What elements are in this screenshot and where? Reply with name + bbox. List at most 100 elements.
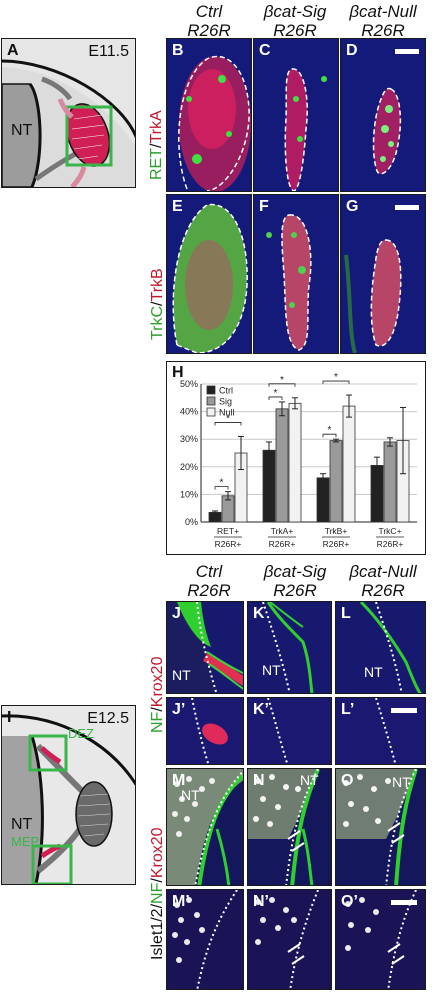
y-tick-label: 50%	[180, 379, 198, 389]
stage-label-i: E12.5	[87, 710, 129, 727]
header-line: R26R	[273, 21, 317, 40]
significance-bracket	[214, 422, 242, 426]
micrograph-f-drawing	[266, 214, 312, 351]
micrograph-o-drawing	[336, 769, 418, 885]
header-line: R26R	[187, 581, 231, 600]
micrograph-g-drawing	[344, 239, 402, 353]
x-category-label: R26R+	[269, 539, 296, 549]
significance-star: *	[280, 375, 284, 386]
nt-label-l: NT	[364, 664, 383, 680]
panel-letter-e: E	[172, 198, 183, 215]
row-label-ret-trka: RET/TrkA	[148, 60, 168, 180]
bar-null	[342, 405, 356, 523]
label-sep: /	[149, 903, 166, 909]
legend-label: Ctrl	[219, 386, 233, 396]
label-trka: TrkA	[148, 110, 165, 144]
panel-letter-c: C	[259, 42, 271, 59]
scale-bar-d	[395, 49, 419, 54]
chart-panel-h: H 0% 10% 20% 30% 40% 50% * * * * * * RET+ R26R+ TrkA+ R…	[166, 361, 426, 555]
panel-letter-n-prime: N’	[253, 893, 269, 910]
micrograph-o-prime: O’	[335, 889, 426, 990]
bar-ctrl	[316, 477, 330, 523]
micrograph-d-drawing	[372, 87, 402, 175]
micrograph-c: C	[253, 38, 339, 192]
y-tick-label: 20%	[180, 462, 198, 472]
micrograph-l-prime: L’	[335, 697, 426, 765]
label-sep: /	[149, 878, 166, 883]
header-line: βcat-Null	[349, 2, 417, 21]
scale-bar-l-prime	[391, 708, 417, 713]
significance-star: *	[328, 425, 332, 436]
legend-label: Sig	[219, 397, 232, 407]
x-category-label: R26R+	[377, 539, 404, 549]
panel-letter-h: H	[172, 364, 184, 381]
panel-letter-o: O	[341, 772, 354, 789]
header-line: R26R	[361, 581, 405, 600]
micrograph-m: M NT	[166, 768, 244, 886]
panel-letter-n: N	[253, 772, 265, 789]
x-category-label: R26R+	[215, 539, 242, 549]
micrograph-k-prime-drawing	[267, 698, 289, 764]
nt-label-k: NT	[262, 662, 281, 678]
panel-letter-m-prime: M’	[172, 893, 190, 910]
legend-swatch	[206, 407, 216, 417]
header-null-bottom: βcat-Null R26R	[340, 562, 426, 600]
bar-null	[288, 402, 302, 523]
micrograph-j-prime: J’	[166, 697, 244, 765]
panel-letter-l: L	[341, 605, 351, 622]
significance-bracket	[322, 433, 337, 438]
y-tick-label: 30%	[180, 434, 198, 444]
significance-star: *	[274, 388, 278, 399]
scale-bar-g	[395, 205, 419, 210]
micrograph-j: J NT	[166, 601, 244, 694]
significance-star: *	[220, 478, 224, 489]
label-krox20: Krox20	[149, 827, 166, 879]
micrograph-o-prime-drawing	[345, 890, 417, 989]
header-sig-bottom: βcat-Sig R26R	[252, 562, 338, 600]
micrograph-l-prime-drawing	[375, 698, 397, 764]
legend-swatch	[206, 385, 216, 395]
significance-bracket	[268, 383, 296, 387]
micrograph-d: D	[340, 38, 426, 192]
header-line: βcat-Sig	[263, 2, 327, 21]
header-line: βcat-Sig	[263, 562, 327, 581]
y-tick-label: 10%	[180, 489, 198, 499]
header-line: R26R	[187, 21, 231, 40]
schematic-a-drawing	[2, 39, 135, 187]
schematic-a: A E11.5 NT	[1, 38, 136, 188]
bar-chart: 0%10%20%30%40%50%******RET+R26R+TrkA+R26…	[180, 372, 417, 549]
header-ctrl-bottom: Ctrl R26R	[166, 562, 252, 600]
significance-bracket	[322, 380, 350, 385]
micrograph-f: F	[253, 194, 339, 354]
panel-letter-d: D	[346, 42, 358, 59]
panel-letter-k-prime: K’	[253, 701, 269, 718]
schematic-i: I E12.5 DEZ NT MEP	[1, 705, 136, 885]
label-krox20: Krox20	[149, 656, 166, 708]
label-trkc: TrkC	[149, 305, 166, 340]
micrograph-j-drawing	[167, 602, 243, 693]
panel-letter-k: K	[253, 605, 265, 622]
significance-star: *	[226, 413, 230, 424]
bar-ctrl	[262, 449, 276, 523]
label-ret: RET	[148, 148, 165, 180]
mep-label: MEP	[11, 834, 40, 849]
panel-letter-a: A	[7, 42, 19, 59]
x-category-label: RET+	[217, 526, 239, 536]
header-line: βcat-Null	[349, 562, 417, 581]
micrograph-m-prime-drawing	[172, 890, 238, 989]
panel-letter-j: J	[172, 605, 181, 622]
label-nf: NF	[149, 711, 166, 733]
micrograph-b-drawing	[178, 55, 251, 191]
significance-bracket	[214, 486, 229, 490]
nt-label-i: NT	[11, 816, 33, 833]
significance-bracket	[268, 396, 283, 400]
panel-letter-i: I	[7, 709, 12, 726]
label-trkb: TrkB	[149, 268, 166, 302]
micrograph-m-prime: M’	[166, 889, 244, 990]
label-sep: /	[149, 301, 166, 306]
panel-letter-l-prime: L’	[341, 701, 355, 718]
x-category-label: TrkB+	[325, 526, 348, 536]
micrograph-c-drawing	[284, 68, 327, 191]
micrograph-n-drawing	[248, 769, 320, 885]
panel-letter-o-prime: O’	[341, 893, 358, 910]
